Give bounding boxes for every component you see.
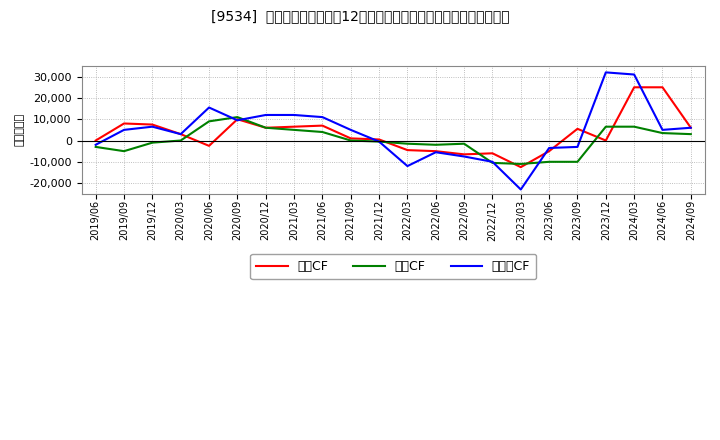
Legend: 営業CF, 投資CF, フリーCF: 営業CF, 投資CF, フリーCF bbox=[250, 254, 536, 279]
投資CF bbox=[630, 124, 639, 129]
営業CF bbox=[91, 138, 100, 143]
投資CF bbox=[120, 149, 128, 154]
営業CF bbox=[289, 124, 298, 129]
営業CF bbox=[431, 149, 440, 154]
Line: 投資CF: 投資CF bbox=[96, 117, 690, 164]
投資CF bbox=[346, 138, 355, 143]
投資CF bbox=[460, 141, 469, 147]
フリーCF bbox=[573, 144, 582, 150]
営業CF bbox=[545, 149, 554, 154]
フリーCF bbox=[91, 142, 100, 147]
投資CF bbox=[233, 114, 242, 120]
Text: [9534]  キャッシュフローの12か月移動合計の対前年同期増減額の推移: [9534] キャッシュフローの12か月移動合計の対前年同期増減額の推移 bbox=[211, 9, 509, 23]
Line: 営業CF: 営業CF bbox=[96, 87, 690, 167]
営業CF bbox=[686, 125, 695, 130]
フリーCF bbox=[545, 145, 554, 150]
投資CF bbox=[573, 159, 582, 165]
投資CF bbox=[375, 139, 384, 144]
フリーCF bbox=[403, 163, 412, 169]
営業CF bbox=[488, 150, 497, 156]
投資CF bbox=[148, 140, 157, 145]
営業CF bbox=[204, 143, 213, 148]
フリーCF bbox=[176, 132, 185, 137]
営業CF bbox=[233, 117, 242, 122]
フリーCF bbox=[516, 187, 525, 192]
投資CF bbox=[686, 132, 695, 137]
投資CF bbox=[601, 124, 610, 129]
フリーCF bbox=[289, 112, 298, 117]
営業CF bbox=[516, 165, 525, 170]
営業CF bbox=[573, 126, 582, 132]
投資CF bbox=[318, 129, 327, 135]
投資CF bbox=[488, 160, 497, 165]
フリーCF bbox=[658, 127, 667, 132]
Y-axis label: （百万円）: （百万円） bbox=[15, 114, 25, 147]
営業CF bbox=[120, 121, 128, 126]
フリーCF bbox=[346, 127, 355, 132]
営業CF bbox=[261, 125, 270, 130]
投資CF bbox=[403, 141, 412, 147]
フリーCF bbox=[601, 70, 610, 75]
投資CF bbox=[289, 127, 298, 132]
フリーCF bbox=[431, 150, 440, 155]
営業CF bbox=[658, 84, 667, 90]
フリーCF bbox=[686, 125, 695, 130]
フリーCF bbox=[233, 117, 242, 123]
フリーCF bbox=[375, 139, 384, 144]
フリーCF bbox=[148, 124, 157, 129]
営業CF bbox=[601, 138, 610, 143]
投資CF bbox=[658, 130, 667, 136]
営業CF bbox=[460, 152, 469, 157]
営業CF bbox=[318, 123, 327, 128]
投資CF bbox=[516, 161, 525, 167]
フリーCF bbox=[120, 127, 128, 132]
営業CF bbox=[630, 84, 639, 90]
投資CF bbox=[431, 142, 440, 147]
投資CF bbox=[545, 159, 554, 165]
フリーCF bbox=[261, 112, 270, 117]
フリーCF bbox=[460, 154, 469, 159]
営業CF bbox=[346, 136, 355, 141]
投資CF bbox=[91, 144, 100, 150]
フリーCF bbox=[630, 72, 639, 77]
営業CF bbox=[403, 147, 412, 153]
営業CF bbox=[176, 132, 185, 137]
投資CF bbox=[176, 138, 185, 143]
営業CF bbox=[148, 122, 157, 127]
フリーCF bbox=[204, 105, 213, 110]
フリーCF bbox=[318, 114, 327, 120]
フリーCF bbox=[488, 159, 497, 165]
営業CF bbox=[375, 137, 384, 142]
Line: フリーCF: フリーCF bbox=[96, 73, 690, 190]
投資CF bbox=[261, 125, 270, 130]
投資CF bbox=[204, 119, 213, 124]
